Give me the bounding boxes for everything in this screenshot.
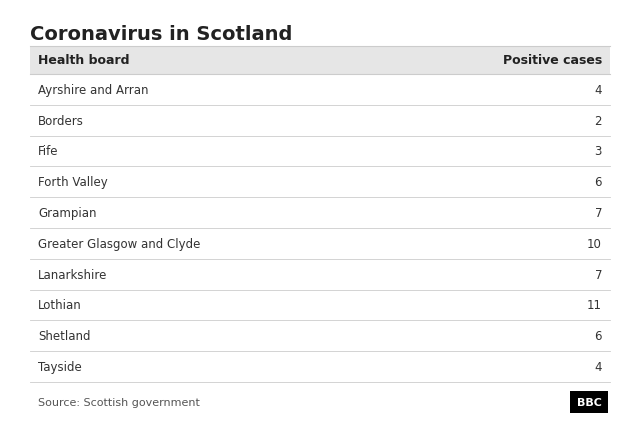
Text: Positive cases: Positive cases — [503, 54, 602, 67]
Text: 6: 6 — [595, 329, 602, 342]
Text: 3: 3 — [595, 145, 602, 158]
Bar — [570, 391, 608, 413]
Text: Tayside: Tayside — [38, 360, 82, 373]
Text: 11: 11 — [587, 299, 602, 312]
Text: 4: 4 — [595, 84, 602, 97]
Text: 7: 7 — [595, 268, 602, 281]
Text: 2: 2 — [595, 115, 602, 128]
Text: 6: 6 — [595, 176, 602, 189]
Text: 10: 10 — [587, 237, 602, 250]
Text: Forth Valley: Forth Valley — [38, 176, 108, 189]
Bar — [30, 47, 610, 75]
Text: BBC: BBC — [577, 397, 602, 407]
Text: Grampian: Grampian — [38, 207, 97, 220]
Text: Lanarkshire: Lanarkshire — [38, 268, 108, 281]
Text: Ayrshire and Arran: Ayrshire and Arran — [38, 84, 148, 97]
Text: Coronavirus in Scotland: Coronavirus in Scotland — [30, 25, 292, 44]
Text: Lothian: Lothian — [38, 299, 82, 312]
Text: Greater Glasgow and Clyde: Greater Glasgow and Clyde — [38, 237, 200, 250]
Text: Fife: Fife — [38, 145, 58, 158]
Text: Source: Scottish government: Source: Scottish government — [38, 397, 200, 407]
Text: Borders: Borders — [38, 115, 84, 128]
Text: Health board: Health board — [38, 54, 129, 67]
Text: 7: 7 — [595, 207, 602, 220]
Text: 4: 4 — [595, 360, 602, 373]
Text: Shetland: Shetland — [38, 329, 90, 342]
